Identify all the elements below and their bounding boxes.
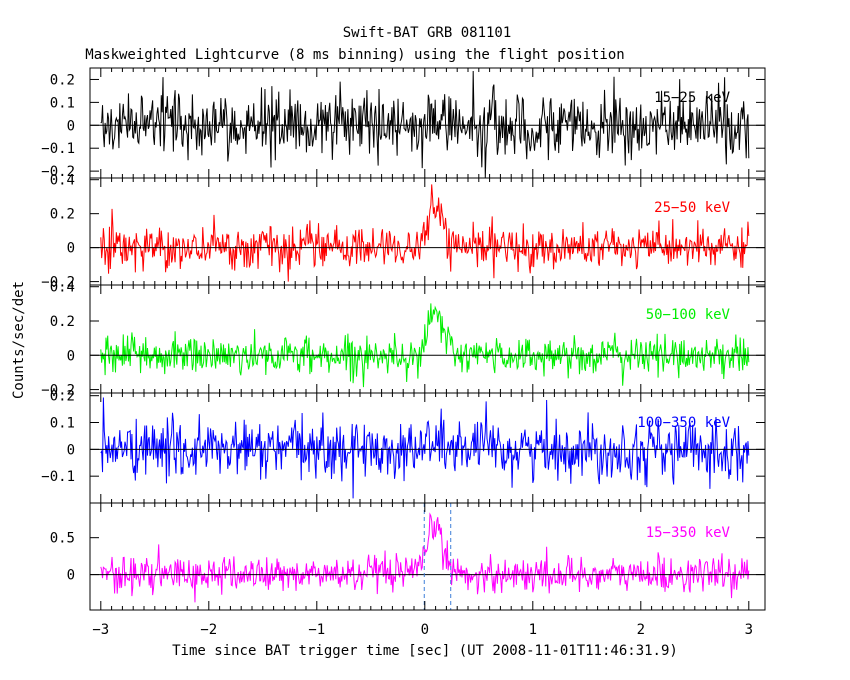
y-tick-label: −0.2 bbox=[41, 275, 75, 291]
x-tick-label: 0 bbox=[421, 622, 429, 638]
panel-group: −0.2 −0.1 0 0.1 0.2 15−25 keV −0.2 0 0.2 0.4 25−50… bbox=[41, 67, 766, 638]
x-tick-label: 2 bbox=[637, 622, 645, 638]
y-tick-label: 0.2 bbox=[50, 389, 75, 405]
x-axis-label: Time since BAT trigger time [sec] (UT 20… bbox=[172, 643, 678, 659]
y-tick-label: 0.4 bbox=[50, 280, 75, 296]
y-tick-label: 0.1 bbox=[50, 95, 75, 111]
lightcurve-series bbox=[100, 71, 750, 178]
x-tick-label: 1 bbox=[529, 622, 537, 638]
x-tick-label: −3 bbox=[92, 622, 109, 638]
y-tick-label: 0.1 bbox=[50, 416, 75, 432]
lightcurve-series bbox=[100, 303, 750, 388]
lightcurve-series bbox=[100, 184, 750, 282]
y-axis-label: Counts/sec/det bbox=[11, 281, 27, 399]
panel-25-50-kev: −0.2 0 0.2 0.4 25−50 keV bbox=[41, 173, 766, 291]
y-tick-label: −0.2 bbox=[41, 383, 75, 399]
panel-frame bbox=[89, 502, 766, 611]
panel-frame bbox=[89, 284, 766, 394]
y-tick-label: 0 bbox=[67, 348, 75, 364]
x-tick-label: −1 bbox=[308, 622, 325, 638]
y-tick-label: −0.1 bbox=[41, 141, 75, 157]
y-tick-label: −0.2 bbox=[41, 164, 75, 180]
y-tick-label: 0 bbox=[67, 442, 75, 458]
panel-frame bbox=[89, 392, 766, 504]
lightcurve-series bbox=[100, 512, 750, 603]
panel-15-350-kev: 0 0.5 15−350 keV bbox=[50, 502, 766, 611]
x-tick-label: −2 bbox=[200, 622, 217, 638]
band-label: 15−350 keV bbox=[646, 525, 731, 541]
y-tick-label: 0.4 bbox=[50, 173, 75, 189]
y-tick-label: 0 bbox=[67, 241, 75, 257]
band-label: 100−350 keV bbox=[637, 415, 730, 431]
y-tick-label: 0 bbox=[67, 118, 75, 134]
band-label: 50−100 keV bbox=[646, 307, 731, 323]
y-tick-label: −0.1 bbox=[41, 469, 75, 485]
band-label: 15−25 keV bbox=[654, 90, 730, 106]
chart-title: Swift-BAT GRB 081101 bbox=[343, 25, 512, 41]
lightcurve-series bbox=[100, 397, 750, 499]
y-tick-label: 0.2 bbox=[50, 72, 75, 88]
y-tick-label: 0 bbox=[67, 568, 75, 584]
x-tick-label: 3 bbox=[745, 622, 753, 638]
band-label: 25−50 keV bbox=[654, 200, 730, 216]
panel-50-100-kev: −0.2 0 0.2 0.4 50−100 keV bbox=[41, 280, 766, 399]
chart-subtitle: Maskweighted Lightcurve (8 ms binning) u… bbox=[85, 47, 624, 63]
y-tick-label: 0.5 bbox=[50, 531, 75, 547]
panel-15-25-kev: −0.2 −0.1 0 0.1 0.2 15−25 keV bbox=[41, 67, 766, 180]
y-tick-label: 0.2 bbox=[50, 207, 75, 223]
y-tick-label: 0.2 bbox=[50, 314, 75, 330]
panel-100-350-kev: −0.1 0 0.1 0.2 100−350 keV bbox=[41, 389, 766, 504]
